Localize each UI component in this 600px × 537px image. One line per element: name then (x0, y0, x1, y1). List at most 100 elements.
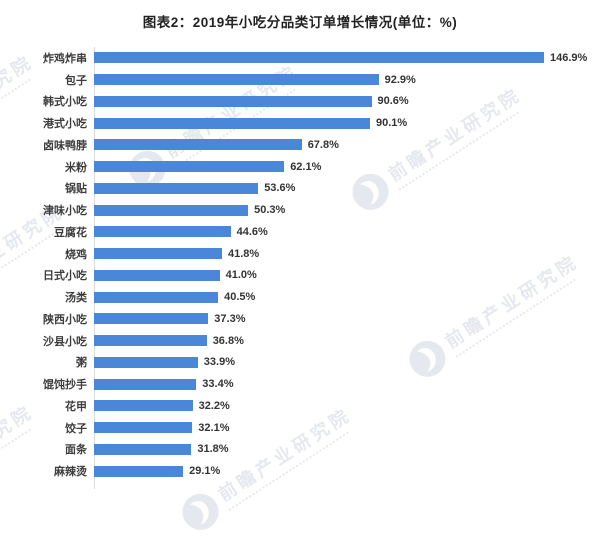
value-label: 50.3% (254, 204, 286, 217)
value-label: 31.8% (197, 443, 229, 456)
category-label: 粥 (76, 357, 87, 370)
value-label: 32.1% (198, 421, 230, 434)
bar-track: 32.2% (94, 400, 600, 412)
bar (94, 117, 370, 129)
bar-track: 90.1% (94, 117, 600, 129)
bar-track: 53.6% (94, 182, 600, 194)
category-label: 包子 (65, 74, 87, 87)
qianzhan-bird-logo-icon (176, 487, 226, 537)
category-label: 麻辣烫 (54, 466, 87, 479)
bar (94, 161, 285, 173)
bar (94, 226, 231, 238)
category-label: 港式小吃 (43, 118, 87, 131)
category-label: 日式小吃 (43, 270, 87, 283)
bar (94, 443, 192, 455)
bar-row: 卤味鸭脖 67.8% (0, 134, 600, 156)
bar-track: 146.9% (94, 52, 600, 64)
bar (94, 182, 259, 194)
category-label: 炸鸡炸串 (43, 52, 87, 65)
value-label: 33.9% (203, 356, 235, 369)
value-label: 44.6% (236, 225, 268, 238)
bar (94, 313, 209, 325)
bar-row: 烧鸡 41.8% (0, 243, 600, 265)
value-label: 33.4% (202, 378, 234, 391)
value-label: 90.6% (377, 95, 409, 108)
bar-track: 29.1% (94, 465, 600, 477)
bar-track: 33.9% (94, 356, 600, 368)
bar (94, 400, 193, 412)
bar (94, 291, 219, 303)
y-axis-line (94, 47, 95, 489)
bar-row: 麻辣烫 29.1% (0, 460, 600, 482)
category-label: 沙县小吃 (43, 335, 87, 348)
value-label: 29.1% (189, 465, 221, 478)
category-label: 豆腐花 (54, 226, 87, 239)
bar-row: 面条 31.8% (0, 439, 600, 461)
category-label: 米粉 (65, 161, 87, 174)
bar-rows: 炸鸡炸串 146.9% 包子 92.9% 韩式小吃 90.6% 港式小吃 90.1% 卤味鸭脖 6… (0, 47, 600, 482)
bar (94, 378, 197, 390)
bar (94, 248, 222, 260)
bar-row: 米粉 62.1% (0, 156, 600, 178)
bar-row: 馄饨抄手 33.4% (0, 373, 600, 395)
bar-row: 包子 92.9% (0, 69, 600, 91)
value-label: 36.8% (212, 334, 244, 347)
value-label: 37.3% (214, 312, 246, 325)
value-label: 32.2% (198, 399, 230, 412)
value-label: 41.0% (225, 269, 257, 282)
category-label: 馄饨抄手 (43, 379, 87, 392)
bar-track: 32.1% (94, 422, 600, 434)
bar (94, 335, 207, 347)
category-label: 津味小吃 (43, 205, 87, 218)
bar (94, 95, 372, 107)
bar-track: 41.0% (94, 269, 600, 281)
bar-track: 67.8% (94, 139, 600, 151)
bar-row: 汤类 40.5% (0, 286, 600, 308)
value-label: 62.1% (290, 160, 322, 173)
bar-track: 31.8% (94, 443, 600, 455)
plot-area: 炸鸡炸串 146.9% 包子 92.9% 韩式小吃 90.6% 港式小吃 90.1% 卤味鸭脖 6… (0, 47, 600, 482)
bar-row: 豆腐花 44.6% (0, 221, 600, 243)
bar-row: 花甲 32.2% (0, 395, 600, 417)
bar-track: 36.8% (94, 335, 600, 347)
bar (94, 52, 544, 64)
bar-row: 港式小吃 90.1% (0, 112, 600, 134)
bar (94, 465, 184, 477)
bar-track: 41.8% (94, 248, 600, 260)
bar (94, 204, 249, 216)
bar-track: 50.3% (94, 204, 600, 216)
bar-row: 炸鸡炸串 146.9% (0, 47, 600, 69)
chart-canvas: { "title": "图表2：2019年小吃分品类订单增长情况(单位：%)",… (0, 15, 600, 530)
category-label: 饺子 (65, 422, 87, 435)
bar (94, 74, 379, 86)
bar-track: 44.6% (94, 226, 600, 238)
bar-track: 92.9% (94, 74, 600, 86)
bar-row: 日式小吃 41.0% (0, 265, 600, 287)
bar-track: 62.1% (94, 161, 600, 173)
chart-title: 图表2：2019年小吃分品类订单增长情况(单位：%) (142, 15, 458, 30)
value-label: 40.5% (224, 291, 256, 304)
bar-row: 粥 33.9% (0, 352, 600, 374)
bar-row: 陕西小吃 37.3% (0, 308, 600, 330)
bar-track: 90.6% (94, 95, 600, 107)
category-label: 汤类 (65, 292, 87, 305)
value-label: 90.1% (376, 117, 408, 130)
bar (94, 356, 198, 368)
value-label: 92.9% (384, 73, 416, 86)
bar-track: 37.3% (94, 313, 600, 325)
bar-track: 33.4% (94, 378, 600, 390)
bar (94, 269, 220, 281)
value-label: 146.9% (550, 51, 588, 64)
category-label: 烧鸡 (65, 248, 87, 261)
value-label: 53.6% (264, 182, 296, 195)
value-label: 67.8% (307, 138, 339, 151)
bar-row: 饺子 32.1% (0, 417, 600, 439)
category-label: 面条 (65, 444, 87, 457)
bar-row: 锅贴 53.6% (0, 178, 600, 200)
bar (94, 422, 193, 434)
category-label: 锅贴 (65, 183, 87, 196)
bar-track: 40.5% (94, 291, 600, 303)
category-label: 卤味鸭脖 (43, 139, 87, 152)
category-label: 陕西小吃 (43, 313, 87, 326)
bar-row: 津味小吃 50.3% (0, 199, 600, 221)
